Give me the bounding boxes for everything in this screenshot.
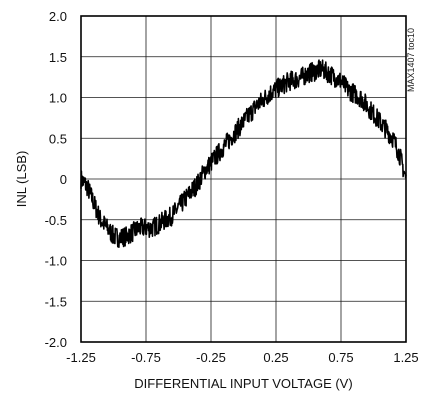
plot-frame <box>80 15 407 343</box>
tick-layer: -1.25 -0.75 -0.25 0.25 0.75 1.25 2.0 1.5 1.0 0.5 0… <box>45 9 419 365</box>
x-tick-label: 1.25 <box>393 350 418 365</box>
grid-layer <box>81 16 406 342</box>
x-tick-label: -1.25 <box>66 350 96 365</box>
y-tick-label: 2.0 <box>49 9 67 24</box>
inl-trace <box>80 59 407 248</box>
y-tick-label: 1.5 <box>49 50 67 65</box>
y-tick-label: -2.0 <box>45 335 67 350</box>
y-tick-label: 0.5 <box>49 131 67 146</box>
x-tick-label: 0.75 <box>328 350 353 365</box>
y-tick-label: 0 <box>60 172 67 187</box>
x-tick-label: -0.25 <box>196 350 226 365</box>
y-tick-label: 1.0 <box>49 91 67 106</box>
y-tick-label: -0.5 <box>45 213 67 228</box>
x-axis-title: DIFFERENTIAL INPUT VOLTAGE (V) <box>134 376 352 391</box>
y-tick-label: -1.0 <box>45 254 67 269</box>
y-axis-title: INL (LSB) <box>14 151 29 208</box>
y-tick-label: -1.5 <box>45 294 67 309</box>
x-tick-label: -0.75 <box>131 350 161 365</box>
chart-annotation: MAX1407 toc10 <box>406 28 416 92</box>
trace-layer <box>80 59 407 248</box>
x-tick-label: 0.25 <box>263 350 288 365</box>
